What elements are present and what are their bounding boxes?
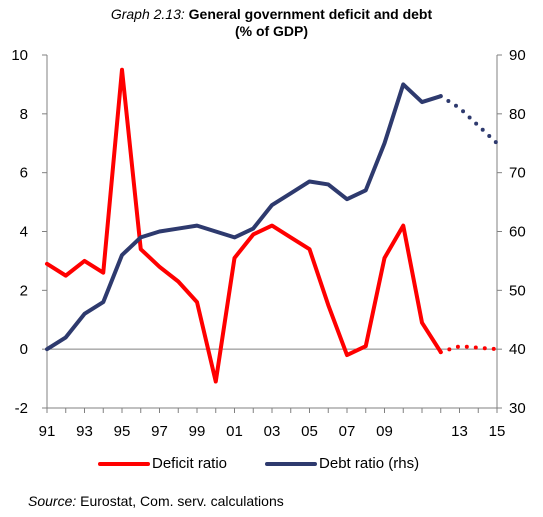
x-tick-label: 95 xyxy=(114,423,131,440)
x-tick-label: 15 xyxy=(489,423,506,440)
x-tick-label: 01 xyxy=(226,423,243,440)
y-right-tick-label: 80 xyxy=(509,106,526,123)
y-right-tick-label: 90 xyxy=(509,47,526,64)
x-tick-label: 97 xyxy=(151,423,168,440)
x-tick-label: 93 xyxy=(76,423,93,440)
y-right-tick-label: 60 xyxy=(509,224,526,241)
y-right-tick-label: 70 xyxy=(509,165,526,182)
title-subtitle: (% of GDP) xyxy=(234,23,309,39)
series-line-deficit xyxy=(45,67,443,384)
y-left-tick-label: -2 xyxy=(15,400,28,417)
chart-title: Graph 2.13: General government deficit a… xyxy=(0,6,543,40)
series-projection-debt xyxy=(438,94,499,146)
x-tick-label: 03 xyxy=(264,423,281,440)
y-left-tick-label: 6 xyxy=(20,165,28,182)
y-right-tick-label: 50 xyxy=(509,282,526,299)
x-tick-label: 09 xyxy=(376,423,393,440)
y-left-tick-label: 8 xyxy=(20,106,28,123)
legend-item-debt: Debt ratio (rhs) xyxy=(265,455,419,472)
source-text: Eurostat, Com. serv. calculations xyxy=(80,493,284,509)
x-tick-label: 07 xyxy=(339,423,356,440)
legend-swatch-deficit xyxy=(98,461,150,466)
y-right-tick-label: 40 xyxy=(509,341,526,358)
y-left-tick-label: 10 xyxy=(11,47,28,64)
y-right-tick-label: 30 xyxy=(509,400,526,417)
series-line-debt xyxy=(45,82,443,352)
y-left-tick-label: 0 xyxy=(20,341,28,358)
x-tick-label: 99 xyxy=(189,423,206,440)
x-tick-label: 13 xyxy=(451,423,468,440)
source-label: Source: xyxy=(28,493,77,509)
legend-item-deficit: Deficit ratio xyxy=(98,455,227,472)
title-main: General government deficit and debt xyxy=(188,6,433,22)
legend: Deficit ratio Debt ratio (rhs) xyxy=(98,455,457,472)
legend-label-debt: Debt ratio (rhs) xyxy=(319,455,420,472)
title-prefix: Graph 2.13: xyxy=(110,6,185,22)
y-left-tick-label: 2 xyxy=(20,282,28,299)
series-projection-deficit xyxy=(438,344,499,355)
legend-swatch-debt xyxy=(265,461,318,466)
y-left-tick-label: 4 xyxy=(20,224,28,241)
legend-label-deficit: Deficit ratio xyxy=(152,455,228,472)
x-tick-label: 91 xyxy=(39,423,56,440)
source-note: Source: Eurostat, Com. serv. calculation… xyxy=(28,493,284,509)
x-tick-label: 05 xyxy=(301,423,318,440)
